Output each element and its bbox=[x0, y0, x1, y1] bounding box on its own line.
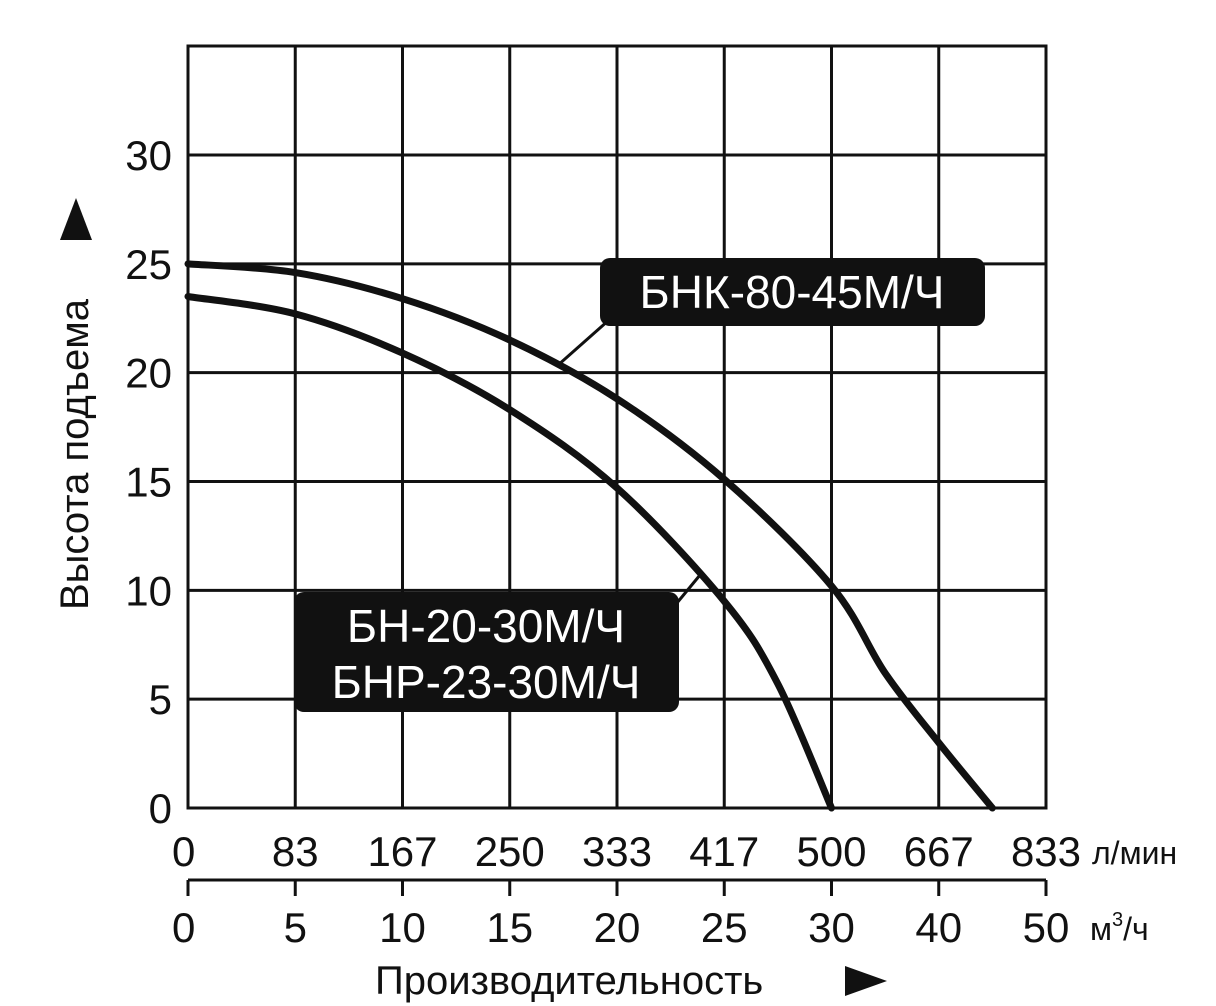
x-tick-label-lmin: 833 bbox=[1011, 828, 1081, 875]
x-tick-label-lmin: 250 bbox=[475, 828, 545, 875]
x-axis-m3h: 0 5 10 15 20 25 30 40 50 bbox=[172, 878, 1070, 951]
axis-titles: л/мин м3/ч Производительность Высота под… bbox=[53, 198, 1177, 1003]
x-axis-arrow-icon bbox=[845, 966, 887, 996]
x-tick-label-lmin: 167 bbox=[367, 828, 437, 875]
callouts: БНК-80-45М/Ч БН-20-30М/Ч БНР-23-30М/Ч bbox=[294, 258, 985, 712]
x-tick-label-m3h: 20 bbox=[594, 904, 641, 951]
callout-box-bn bbox=[294, 592, 679, 712]
x-tick-label-lmin: 667 bbox=[904, 828, 974, 875]
x-tick-label-m3h: 0 bbox=[172, 904, 195, 951]
callout-label-bnr: БНР-23-30М/Ч bbox=[332, 656, 641, 708]
callout-label-bnk: БНК-80-45М/Ч bbox=[640, 266, 945, 318]
x-tick-label-lmin: 83 bbox=[272, 828, 319, 875]
y-tick-label: 25 bbox=[125, 241, 172, 288]
callout-box-bnk bbox=[600, 258, 985, 326]
x-tick-label-lmin: 333 bbox=[582, 828, 652, 875]
x-tick-label-m3h: 5 bbox=[284, 904, 307, 951]
y-axis-arrow-icon bbox=[60, 198, 92, 240]
y-tick-label: 0 bbox=[149, 785, 172, 832]
x-unit-primary: м3/ч bbox=[1090, 909, 1149, 947]
x-tick-labels-lmin: 0 83 167 250 333 417 500 667 833 bbox=[172, 828, 1081, 875]
x-tick-label-m3h: 10 bbox=[379, 904, 426, 951]
x-tick-label-m3h: 40 bbox=[915, 904, 962, 951]
x-tick-label-m3h: 15 bbox=[486, 904, 533, 951]
x-tick-label-m3h: 50 bbox=[1023, 904, 1070, 951]
x-tick-label-lmin: 417 bbox=[689, 828, 759, 875]
curves bbox=[184, 260, 996, 812]
y-tick-label: 10 bbox=[125, 567, 172, 614]
x-tick-label-m3h: 25 bbox=[701, 904, 748, 951]
series-line-2 bbox=[184, 292, 835, 812]
x-axis-title: Производительность bbox=[375, 959, 763, 1003]
y-tick-label: 20 bbox=[125, 350, 172, 397]
y-tick-label: 30 bbox=[125, 132, 172, 179]
x-tick-label-m3h: 30 bbox=[808, 904, 855, 951]
series-line-1 bbox=[184, 260, 996, 812]
x-tick-label-lmin: 0 bbox=[172, 828, 195, 875]
x-unit-secondary: л/мин bbox=[1092, 835, 1177, 871]
y-tick-labels: 0 5 10 15 20 25 30 bbox=[125, 132, 172, 832]
callout-label-bn: БН-20-30М/Ч bbox=[347, 600, 625, 652]
x-tick-label-lmin: 500 bbox=[796, 828, 866, 875]
y-axis-title: Высота подъема bbox=[53, 298, 97, 610]
y-tick-label: 5 bbox=[149, 676, 172, 723]
y-tick-label: 15 bbox=[125, 459, 172, 506]
